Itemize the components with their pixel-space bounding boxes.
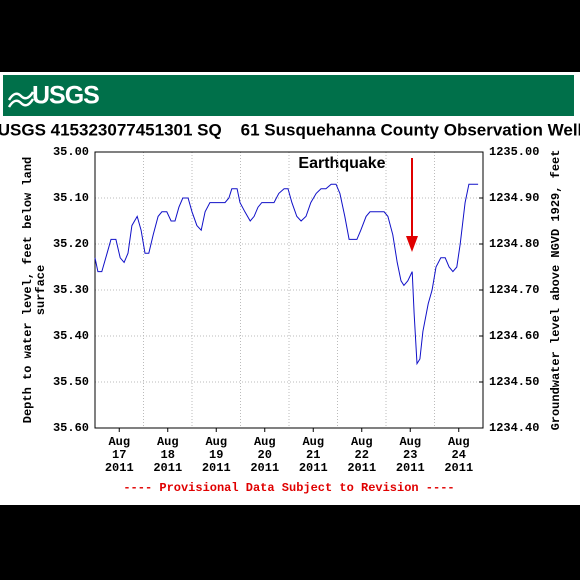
x-tick-label: 2011 [396, 461, 425, 475]
y-tick-label: 35.40 [53, 329, 89, 343]
chart-title: USGS 415323077451301 SQ 61 Susquehanna C… [0, 120, 580, 139]
x-tick-label: 20 [258, 448, 272, 462]
logo-text: USGS [32, 82, 99, 110]
y2-label: Groundwater level above NGVD 1929, feet [549, 150, 563, 431]
y-tick-label: 35.50 [53, 375, 89, 389]
x-tick-label: Aug [254, 435, 276, 449]
x-tick-label: 2011 [444, 461, 473, 475]
y2-tick-label: 1234.80 [489, 237, 539, 251]
y2-tick-label: 1234.70 [489, 283, 539, 297]
y-tick-label: 35.10 [53, 191, 89, 205]
x-tick-label: 2011 [105, 461, 134, 475]
y-label-line: Depth to water level, feet below land [21, 157, 35, 423]
y-label-line: surface [34, 265, 48, 315]
x-tick-label: Aug [302, 435, 324, 449]
y2-tick-label: 1234.60 [489, 329, 539, 343]
x-tick-label: 24 [452, 448, 466, 462]
footnote: ---- Provisional Data Subject to Revisio… [123, 481, 454, 495]
y-tick-label: 35.00 [53, 145, 89, 159]
x-tick-label: 18 [161, 448, 175, 462]
x-tick-label: Aug [157, 435, 179, 449]
data-line [94, 183, 479, 366]
annotation-arrowhead [406, 236, 418, 252]
x-tick-label: 2011 [299, 461, 328, 475]
y2-tick-label: 1234.40 [489, 421, 539, 435]
x-tick-label: 21 [306, 448, 320, 462]
x-tick-label: Aug [448, 435, 470, 449]
x-tick-label: 19 [209, 448, 223, 462]
logo-bar [3, 75, 574, 116]
annotation: Earthquake [298, 155, 385, 172]
y2-tick-label: 1234.90 [489, 191, 539, 205]
y-tick-label: 35.20 [53, 237, 89, 251]
y-tick-label: 35.30 [53, 283, 89, 297]
x-tick-label: Aug [351, 435, 373, 449]
plot-frame [94, 151, 484, 429]
x-tick-label: 17 [112, 448, 126, 462]
logo-wave [7, 91, 35, 108]
x-tick-label: 2011 [153, 461, 182, 475]
x-tick-label: 23 [403, 448, 417, 462]
x-tick-label: 22 [355, 448, 369, 462]
y-label: Depth to water level, feet below land su… [21, 157, 48, 423]
x-tick-label: 2011 [202, 461, 231, 475]
x-tick-label: Aug [108, 435, 130, 449]
x-tick-label: Aug [205, 435, 227, 449]
y2-tick-label: 1235.00 [489, 145, 539, 159]
x-tick-label: 2011 [250, 461, 279, 475]
x-tick-label: 2011 [347, 461, 376, 475]
y2-tick-label: 1234.50 [489, 375, 539, 389]
y-tick-label: 35.60 [53, 421, 89, 435]
x-tick-label: Aug [399, 435, 421, 449]
